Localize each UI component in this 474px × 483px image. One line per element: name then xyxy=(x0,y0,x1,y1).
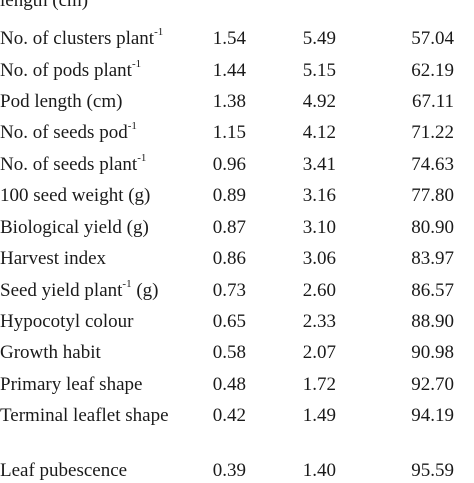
value-col-1: 0.73 xyxy=(212,280,246,301)
value-col-1: 1.38 xyxy=(212,91,246,112)
value-col-3: 71.22 xyxy=(411,122,454,143)
value-col-1: 0.86 xyxy=(212,248,246,269)
value-col-2: 3.10 xyxy=(302,217,336,238)
value-col-3: 83.97 xyxy=(411,248,454,269)
value-col-1: 0.42 xyxy=(212,405,246,426)
value-col-1: 0.65 xyxy=(212,311,246,332)
value-col-2: 2.07 xyxy=(302,342,336,363)
value-col-2: 2.60 xyxy=(302,280,336,301)
trait-name: Hypocotyl colour xyxy=(0,311,134,332)
trait-name: Harvest index xyxy=(0,248,107,269)
trait-name: Seed yield plant-1 (g) xyxy=(0,277,159,301)
value-col-2: 5.49 xyxy=(302,28,336,49)
value-col-3: 88.90 xyxy=(411,311,454,332)
trait-name: Terminal leaflet shape xyxy=(0,405,169,426)
value-col-3: 80.90 xyxy=(411,217,454,238)
value-col-2: 1.40 xyxy=(302,460,336,481)
value-col-3: 90.98 xyxy=(411,342,454,363)
value-col-2: 3.16 xyxy=(302,185,336,206)
trait-name: No. of seeds plant-1 xyxy=(0,151,147,175)
value-col-3: 57.04 xyxy=(411,28,454,49)
value-col-1: 0.89 xyxy=(212,185,246,206)
trait-name: Pod length (cm) xyxy=(0,91,123,112)
trait-name: 100 seed weight (g) xyxy=(0,185,151,206)
trait-name: Growth habit xyxy=(0,342,101,363)
value-col-2: 1.49 xyxy=(302,405,336,426)
value-col-3: 94.19 xyxy=(411,405,454,426)
value-col-2: 5.15 xyxy=(302,60,336,81)
value-col-1: 0.58 xyxy=(212,342,246,363)
value-col-2: 4.92 xyxy=(302,91,336,112)
value-col-2: 3.06 xyxy=(302,248,336,269)
trait-name: Leaf pubescence xyxy=(0,460,128,481)
trait-name: length (cm) xyxy=(0,0,89,11)
trait-name: Primary leaf shape xyxy=(0,374,143,395)
value-col-3: 74.63 xyxy=(411,154,454,175)
value-col-3: 92.70 xyxy=(411,374,454,395)
value-col-3: 86.57 xyxy=(411,280,454,301)
value-col-1: 1.15 xyxy=(212,122,246,143)
value-col-3: 67.11 xyxy=(411,91,454,112)
value-col-1: 1.44 xyxy=(212,60,246,81)
value-col-3: 77.80 xyxy=(411,185,454,206)
value-col-3: 95.59 xyxy=(411,460,454,481)
value-col-3: 62.19 xyxy=(411,60,454,81)
trait-name: Biological yield (g) xyxy=(0,217,149,238)
value-col-2: 4.12 xyxy=(302,122,336,143)
value-col-1: 0.48 xyxy=(212,374,246,395)
trait-name: No. of seeds pod-1 xyxy=(0,119,137,143)
value-col-2: 3.41 xyxy=(302,154,336,175)
trait-name: No. of clusters plant-1 xyxy=(0,25,164,49)
value-col-1: 0.39 xyxy=(212,460,246,481)
value-col-1: 0.87 xyxy=(212,217,246,238)
trait-name: No. of pods plant-1 xyxy=(0,57,142,81)
value-col-2: 1.72 xyxy=(302,374,336,395)
value-col-2: 2.33 xyxy=(302,311,336,332)
value-col-1: 1.54 xyxy=(212,28,246,49)
value-col-1: 0.96 xyxy=(212,154,246,175)
